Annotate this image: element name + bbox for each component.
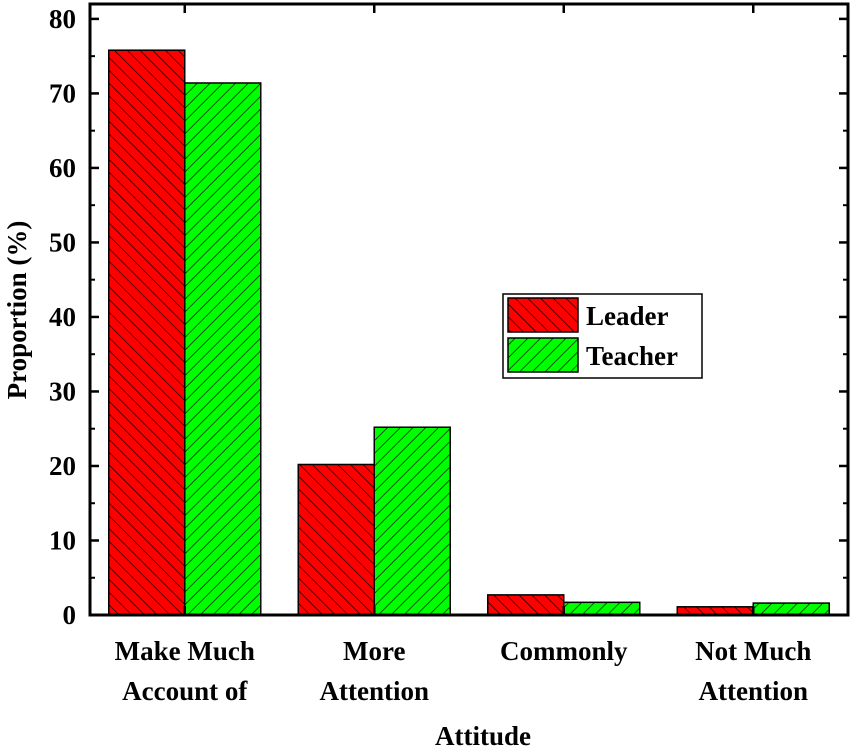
y-tick-label: 0 bbox=[63, 600, 77, 630]
legend-item-teacher: Teacher bbox=[507, 337, 678, 373]
y-tick-label: 20 bbox=[49, 451, 76, 481]
legend-label: Teacher bbox=[586, 341, 678, 371]
bar-teacher-3 bbox=[752, 602, 830, 616]
y-tick-label: 80 bbox=[49, 4, 76, 34]
y-tick-label: 30 bbox=[49, 376, 76, 406]
bars-layer bbox=[108, 49, 830, 616]
x-category-label: More Attention bbox=[320, 636, 430, 706]
bar-teacher-2 bbox=[563, 601, 641, 616]
y-tick-label: 10 bbox=[49, 525, 76, 555]
x-category-label: Make Much Account of bbox=[115, 636, 255, 706]
y-tick-label: 50 bbox=[49, 227, 76, 257]
x-axis-title: Attitude bbox=[435, 721, 531, 751]
y-tick-label: 70 bbox=[49, 78, 76, 108]
legend-item-leader: Leader bbox=[507, 297, 668, 333]
bar-leader-0 bbox=[108, 49, 186, 616]
x-category-label: Not Much Attention bbox=[695, 636, 811, 706]
ticks-layer: 0 10 20 30 40 50 60 70 80 Make Much Account of More… bbox=[49, 4, 848, 706]
bar-leader-1 bbox=[297, 463, 375, 616]
legend-label: Leader bbox=[586, 301, 668, 331]
legend: Leader Teacher bbox=[502, 293, 703, 379]
bar-teacher-1 bbox=[373, 426, 451, 616]
plot-frame bbox=[88, 2, 850, 617]
y-axis-title: Proportion (%) bbox=[2, 221, 32, 400]
y-tick-label: 40 bbox=[49, 302, 76, 332]
x-category-label: Commonly bbox=[500, 636, 628, 666]
bar-leader-2 bbox=[487, 594, 565, 616]
bar-teacher-0 bbox=[184, 82, 262, 616]
y-tick-label: 60 bbox=[49, 153, 76, 183]
